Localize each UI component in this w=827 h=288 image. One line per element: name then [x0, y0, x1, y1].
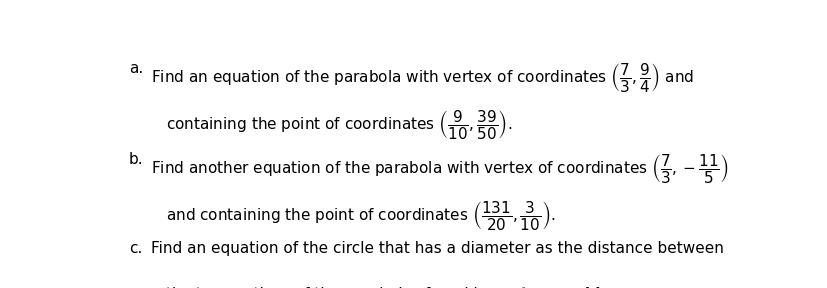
Text: a.: a.	[129, 61, 143, 76]
Text: and containing the point of coordinates $\left(\dfrac{131}{20},\dfrac{3}{10}\rig: and containing the point of coordinates …	[166, 199, 556, 232]
Text: the two vertices of the parabolas found in: the two vertices of the parabolas found …	[166, 287, 492, 288]
Text: b.: b.	[129, 152, 144, 167]
Text: c.: c.	[129, 241, 142, 256]
Text: Find an equation of the parabola with vertex of coordinates $\left(\dfrac{7}{3},: Find an equation of the parabola with ve…	[151, 61, 695, 94]
Text: Find an equation of the circle that has a diameter as the distance between: Find an equation of the circle that has …	[151, 241, 724, 256]
Text: Find another equation of the parabola with vertex of coordinates $\left(\dfrac{7: Find another equation of the parabola wi…	[151, 152, 729, 185]
Text: containing the point of coordinates $\left(\dfrac{9}{10},\dfrac{39}{50}\right)$.: containing the point of coordinates $\le…	[166, 108, 513, 141]
Text: parts a and b.: parts a and b.	[492, 287, 612, 288]
